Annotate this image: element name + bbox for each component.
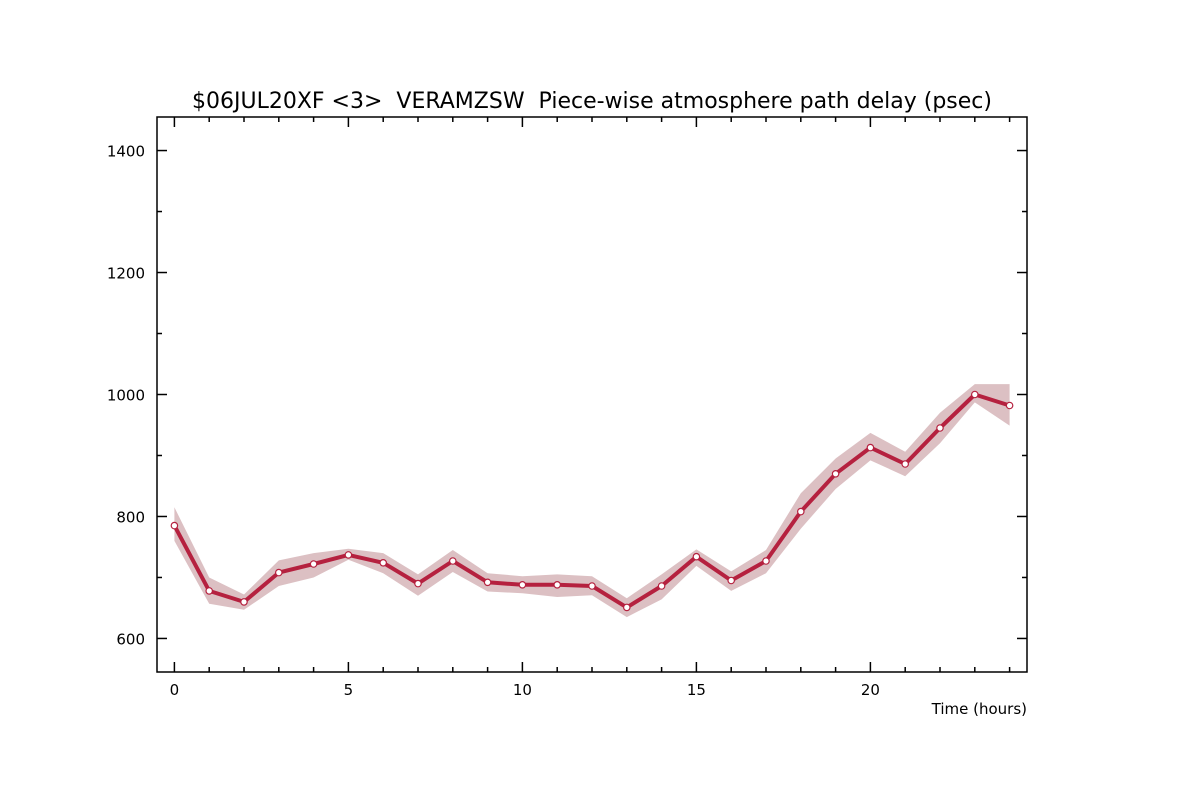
data-point-19 [831,469,840,478]
data-point-2 [240,598,248,606]
data-point-3 [274,568,283,577]
y-tick-label-600: 600 [116,630,145,648]
chart-title: $06JUL20XF <3> VERAMZSW Piece-wise atmos… [192,89,992,114]
y-tick-label-800: 800 [116,508,145,526]
confidence-band-0 [174,384,1010,618]
y-tick-label-1000: 1000 [107,387,145,405]
data-point-12 [588,582,596,590]
x-tick-label-20: 20 [861,681,880,699]
data-point-11 [553,580,562,589]
data-point-7 [414,579,422,588]
data-point-13 [622,603,631,612]
data-point-16 [727,576,736,585]
data-point-24 [1005,401,1014,410]
data-point-layer [170,390,1014,612]
data-point-6 [379,558,388,567]
data-point-23 [970,390,979,399]
data-point-21 [901,460,910,468]
data-point-14 [657,582,666,590]
x-tick-label-5: 5 [344,681,354,699]
confidence-band-layer [174,384,1010,618]
axis-tick-labels: 0 5 10 15 20 600 800 1000 1200 1400 [107,143,880,699]
data-point-9 [483,578,492,587]
data-point-22 [936,424,944,432]
data-point-5 [344,551,353,559]
x-tick-label-0: 0 [170,681,180,699]
data-point-17 [762,557,770,565]
data-point-18 [796,507,805,516]
x-tick-label-10: 10 [513,681,532,699]
x-axis-label: Time (hours) [931,700,1027,718]
y-tick-label-1200: 1200 [107,265,145,283]
data-point-0 [170,521,179,530]
data-point-8 [448,557,457,565]
x-tick-label-15: 15 [687,681,706,699]
data-point-1 [205,587,214,595]
data-point-20 [866,443,875,452]
y-tick-label-1400: 1400 [107,143,145,161]
data-point-15 [692,552,701,561]
data-point-4 [309,560,318,568]
data-point-10 [518,580,527,589]
axis-ticks [157,117,1027,672]
